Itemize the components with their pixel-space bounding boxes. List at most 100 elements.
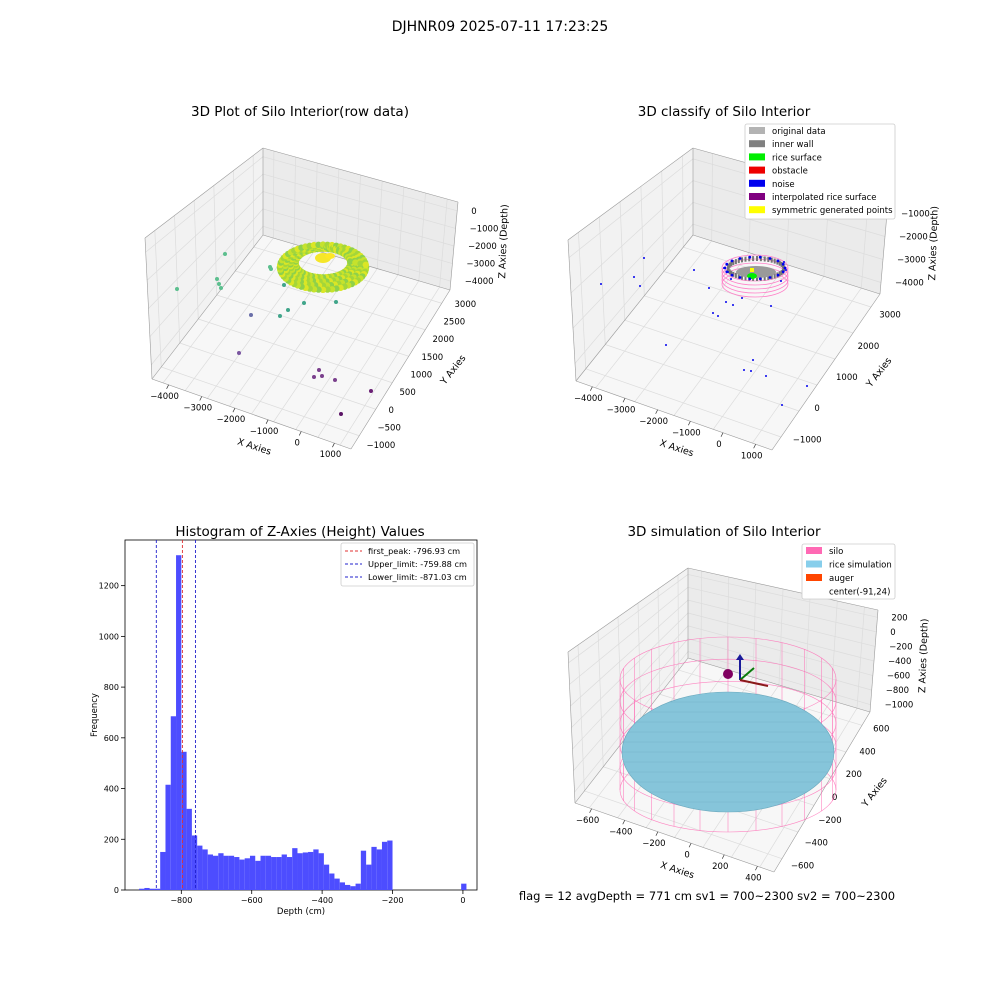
plot-histogram: Histogram of Z-Axies (Height) Values −80…: [90, 524, 478, 917]
outlier-point: [223, 252, 227, 256]
histogram-bar: [234, 857, 240, 890]
legend-swatch: [806, 560, 822, 568]
noise-point: [725, 262, 729, 266]
z-tick-label: 0: [471, 207, 476, 217]
gridline-z-left: [149, 208, 264, 337]
legend-label: obstacle: [772, 167, 808, 177]
surface-core: [325, 253, 335, 259]
y-axis-label: Y Axies: [864, 356, 894, 391]
noise-point: [783, 261, 785, 263]
x-tick-label: 400: [745, 873, 761, 883]
y-tick-label: 1200: [99, 582, 119, 591]
histogram-bar: [223, 855, 229, 890]
wall-point: [727, 263, 730, 269]
rice-surface-points: [747, 273, 757, 279]
outlier-point: [282, 283, 286, 287]
z-tick-label: −3000: [897, 256, 926, 266]
histogram-bar: [181, 751, 187, 890]
wall-point: [744, 275, 747, 281]
noise-point: [717, 315, 719, 317]
x-tick-mark: [721, 854, 725, 859]
gridline-z-left: [145, 156, 264, 253]
outlier-point: [269, 267, 273, 271]
z-tick-label: −1000: [470, 224, 499, 234]
gridline-z-back: [692, 202, 884, 260]
auger-arrow-z: [736, 654, 744, 660]
wall-point: [728, 269, 731, 275]
rice-mesh: [622, 701, 834, 803]
axis-edge: [574, 802, 775, 873]
axis-edge: [449, 201, 459, 291]
wall-point: [732, 260, 735, 266]
wall-point: [767, 257, 770, 262]
x-tick-mark: [755, 866, 758, 871]
histogram-bar: [186, 808, 192, 890]
gridline-z-left: [148, 191, 264, 309]
y-tick-label: 2000: [433, 335, 455, 345]
x-tick-mark: [655, 409, 658, 414]
legend-box: [340, 542, 475, 587]
gridline-x-wall: [598, 216, 606, 345]
x-tick-label: −400: [609, 827, 632, 837]
gridline-y-floor: [712, 276, 825, 430]
surface-point: [319, 286, 327, 293]
gridline-z-back: [262, 191, 455, 247]
plot-raw-data: 3D Plot of Silo Interior(row data) −4000…: [144, 104, 511, 460]
y-tick-label: 1500: [422, 353, 444, 363]
gridline-z-left: [151, 226, 264, 366]
outlier-point: [312, 375, 316, 379]
noise-point: [780, 280, 782, 282]
histogram-bar: [323, 864, 330, 890]
noise-point: [738, 257, 742, 260]
y-tick-label: 1000: [836, 373, 858, 383]
histogram-bar: [297, 853, 303, 890]
gridline-x-wall: [578, 232, 587, 369]
gridline-x-wall: [682, 155, 684, 248]
legend-swatch: [806, 547, 822, 554]
gridline-z-back: [687, 651, 871, 706]
gridline-y-floor: [634, 252, 750, 402]
legend-label: first_peak: -796.93 cm: [368, 546, 460, 556]
x-tick-label: 0: [460, 896, 465, 905]
plot-simulation: 3D simulation of Silo Interior −600−400−…: [567, 524, 931, 883]
gridline-z-left: [574, 223, 694, 364]
x-tick-label: 0: [684, 850, 689, 860]
legend-label: Upper_limit: -759.88 cm: [368, 559, 467, 569]
plot3-title: Histogram of Z-Axies (Height) Values: [175, 524, 424, 540]
y-tick-label: 3000: [455, 300, 477, 310]
gridline-z-left: [568, 574, 689, 664]
legend-box: [744, 123, 896, 220]
legend-label: Lower_limit: -871.03 cm: [368, 572, 467, 582]
z-axis-label: Z Axies (Depth): [497, 204, 511, 279]
axis-edge: [144, 237, 153, 380]
noise-point: [743, 369, 745, 371]
noise-point: [783, 266, 787, 270]
noise-point: [730, 278, 732, 280]
noise-point: [600, 283, 602, 285]
x-tick-mark: [265, 419, 269, 424]
wall-point: [778, 271, 781, 277]
x-tick-mark: [720, 432, 724, 437]
legend-label: interpolated rice surface: [772, 193, 877, 203]
plot-classify: 3D classify of Silo Interior −4000−3000−…: [567, 104, 941, 461]
histogram-bar: [265, 855, 272, 890]
wall-point: [763, 275, 766, 281]
noise-point: [712, 312, 714, 314]
x-tick-mark: [622, 398, 626, 403]
histogram-bar: [339, 882, 345, 890]
z-tick-label: −2000: [899, 233, 928, 243]
gridline-y-floor: [184, 243, 295, 391]
legend-box: [801, 543, 896, 600]
outlier-point: [302, 301, 306, 305]
histogram-bar: [176, 555, 182, 890]
y-axis-label: Y Axies: [859, 775, 889, 810]
noise-point: [693, 269, 695, 271]
y-tick-label: 800: [104, 683, 119, 692]
legend-swatch: [749, 206, 765, 214]
noise-point: [708, 287, 710, 289]
histogram-legend: first_peak: -796.93 cm Upper_limit: -759.…: [340, 542, 475, 587]
wall-point: [773, 273, 776, 279]
histogram-bar: [160, 851, 166, 890]
footer-stats: flag = 12 avgDepth = 771 cm sv1 = 700~23…: [519, 889, 895, 903]
outlier-point: [320, 374, 324, 378]
